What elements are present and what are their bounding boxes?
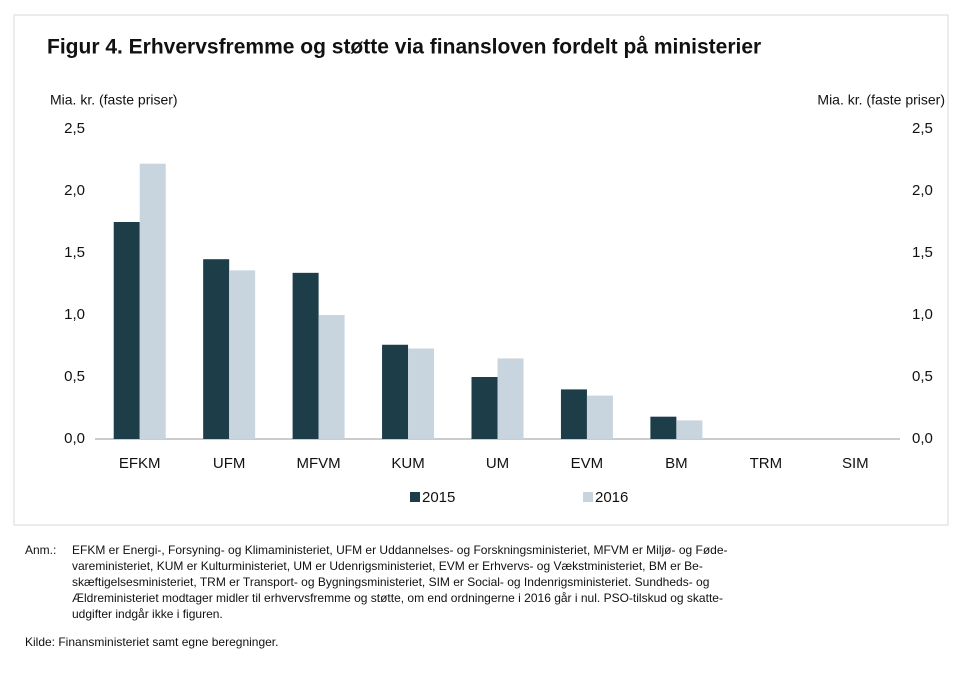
- legend-label: 2016: [595, 489, 628, 506]
- bar: [203, 259, 230, 439]
- x-tick-label: EFKM: [119, 455, 161, 472]
- bar: [292, 272, 319, 439]
- y2-tick-label: 1,0: [912, 306, 933, 323]
- x-tick-label: EVM: [571, 455, 604, 472]
- bar: [139, 163, 166, 439]
- note-line: udgifter indgår ikke i figuren.: [72, 607, 223, 621]
- y-axis-label: Mia. kr. (faste priser): [50, 92, 178, 108]
- y-tick-label: 1,5: [64, 244, 85, 261]
- y-tick-label: 1,0: [64, 306, 85, 323]
- y2-tick-label: 2,5: [912, 120, 933, 137]
- y-tick-label: 2,0: [64, 182, 85, 199]
- chart-frame: [13, 14, 949, 526]
- bar: [113, 222, 140, 439]
- source: Kilde: Finansministeriet samt egne bereg…: [25, 635, 278, 649]
- y2-tick-label: 0,5: [912, 368, 933, 385]
- x-tick-label: MFVM: [297, 455, 341, 472]
- x-tick-label: KUM: [391, 455, 424, 472]
- bar: [676, 420, 703, 439]
- note-line: skæftigelsesministeriet, TRM er Transpor…: [72, 575, 709, 589]
- note-label: Anm.:: [25, 543, 56, 557]
- y2-tick-label: 0,0: [912, 430, 933, 447]
- x-tick-label: SIM: [842, 455, 869, 472]
- bar: [229, 270, 256, 439]
- y-tick-label: 0,5: [64, 368, 85, 385]
- bar: [408, 348, 435, 439]
- legend-swatch: [583, 492, 593, 502]
- bar: [497, 358, 524, 439]
- x-tick-label: UFM: [213, 455, 246, 472]
- y2-tick-label: 1,5: [912, 244, 933, 261]
- chart-title: Figur 4. Erhvervsfremme og støtte via fi…: [47, 36, 761, 59]
- bar: [560, 389, 587, 439]
- y-tick-label: 0,0: [64, 430, 85, 447]
- note-line: vareministeriet, KUM er Kulturministerie…: [72, 559, 703, 573]
- x-tick-label: TRM: [750, 455, 783, 472]
- bar: [382, 344, 409, 439]
- y-tick-label: 2,5: [64, 120, 85, 137]
- legend-swatch: [410, 492, 420, 502]
- legend-label: 2015: [422, 489, 455, 506]
- x-tick-label: BM: [665, 455, 688, 472]
- x-tick-label: UM: [486, 455, 509, 472]
- bar: [586, 395, 613, 439]
- note-line: EFKM er Energi-, Forsyning- og Klimamini…: [72, 543, 728, 557]
- note-line: Ældreministeriet modtager midler til erh…: [72, 591, 723, 605]
- bar: [318, 315, 345, 439]
- y2-axis-label: Mia. kr. (faste priser): [817, 92, 945, 108]
- y2-tick-label: 2,0: [912, 182, 933, 199]
- bar: [650, 416, 677, 439]
- bar: [471, 377, 498, 439]
